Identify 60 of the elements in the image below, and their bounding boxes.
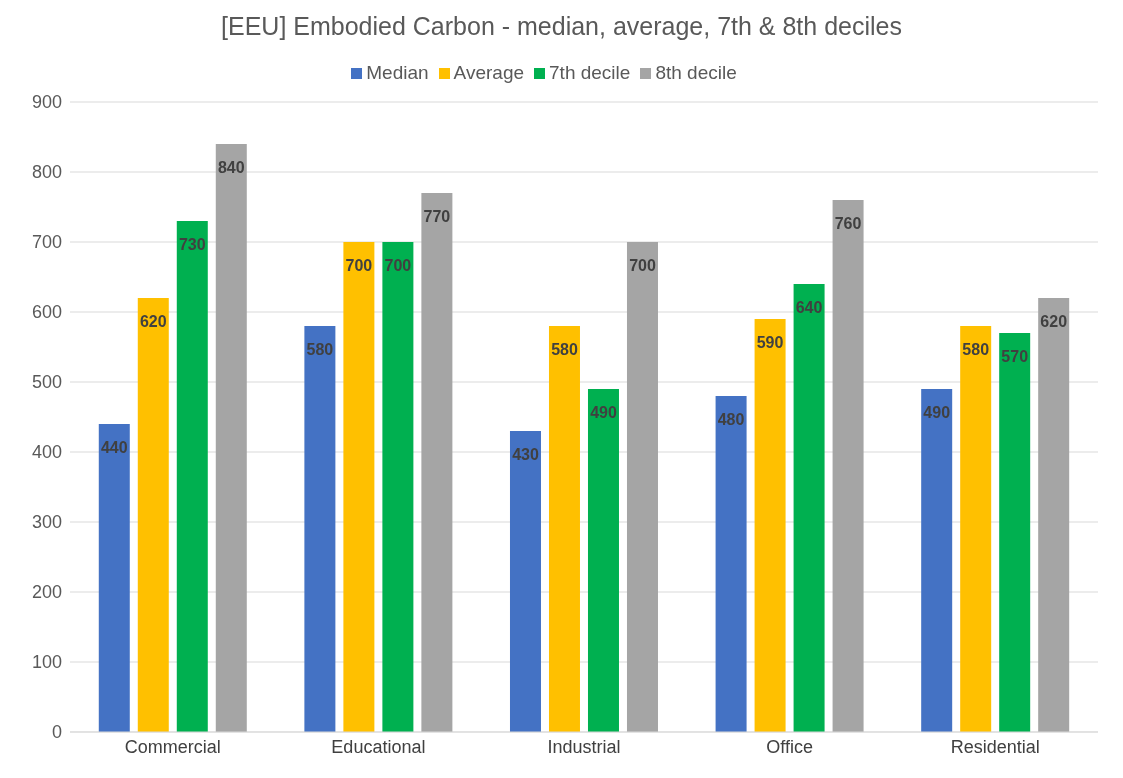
- data-label: 620: [1040, 313, 1068, 331]
- y-tick-label: 300: [31, 512, 62, 533]
- data-label: 480: [717, 411, 745, 429]
- data-label: 580: [551, 341, 578, 359]
- x-tick-label: Office: [766, 736, 813, 757]
- y-tick-label: 100: [31, 652, 62, 673]
- bar: [960, 326, 992, 732]
- y-tick-label: 200: [31, 582, 62, 603]
- data-label: 730: [178, 236, 206, 254]
- data-label: 700: [384, 257, 412, 275]
- bar: [587, 389, 619, 732]
- bar: [999, 333, 1031, 732]
- bar: [715, 396, 747, 732]
- bar: [137, 298, 169, 732]
- bar: [1038, 298, 1070, 732]
- data-label: 590: [756, 334, 784, 352]
- data-label: 430: [512, 446, 539, 464]
- bar: [626, 242, 658, 732]
- y-tick-label: 400: [31, 442, 62, 463]
- data-label: 700: [345, 257, 373, 275]
- y-tick-label: 500: [31, 372, 62, 393]
- data-label: 440: [100, 439, 128, 457]
- bar: [343, 242, 375, 732]
- bar: [921, 389, 953, 732]
- bar: [98, 424, 130, 732]
- data-label: 490: [590, 404, 617, 422]
- bar: [304, 326, 336, 732]
- legend-label: Median: [366, 62, 429, 83]
- bar: [176, 221, 208, 732]
- x-tick-label: Industrial: [547, 736, 621, 757]
- x-tick-label: Educational: [331, 736, 426, 757]
- data-label: 760: [834, 215, 862, 233]
- data-label: 640: [795, 299, 823, 317]
- data-label: 770: [423, 208, 451, 226]
- y-tick-label: 600: [31, 302, 62, 323]
- y-tick-label: 800: [31, 162, 62, 183]
- data-label: 570: [1001, 348, 1029, 366]
- bar: [754, 319, 786, 732]
- data-label: 700: [629, 257, 656, 275]
- data-label: 580: [306, 341, 334, 359]
- bar: [382, 242, 414, 732]
- data-label: 620: [139, 313, 167, 331]
- y-tick-label: 700: [31, 232, 62, 253]
- bar: [832, 200, 864, 732]
- bar: [793, 284, 825, 732]
- y-tick-label: 0: [51, 722, 62, 743]
- chart-title: [EEU] Embodied Carbon - median, average, 7th & 8th deciles: [220, 11, 903, 42]
- data-label: 580: [962, 341, 990, 359]
- y-tick-label: 900: [31, 92, 62, 113]
- data-label: 840: [217, 159, 245, 177]
- x-tick-label: Residential: [950, 736, 1040, 757]
- bar: [509, 431, 541, 732]
- x-tick-label: Commercial: [124, 736, 221, 757]
- legend-label: 7th decile: [549, 62, 631, 83]
- data-label: 490: [923, 404, 951, 422]
- bar: [548, 326, 580, 732]
- bar: [215, 144, 247, 732]
- legend-label: 8th decile: [655, 62, 737, 83]
- bar: [421, 193, 453, 732]
- legend-label: Average: [453, 62, 525, 83]
